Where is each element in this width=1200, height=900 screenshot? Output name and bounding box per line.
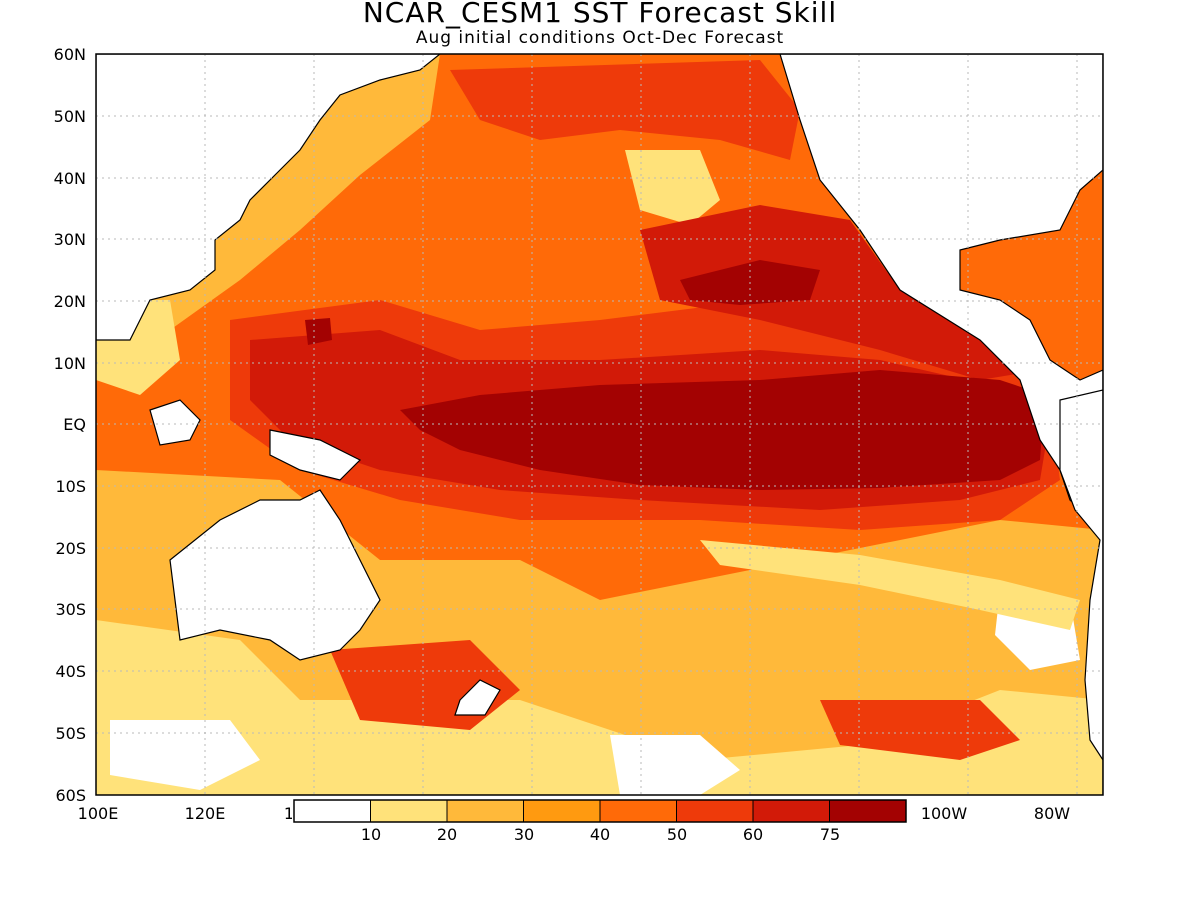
- skill-contours: [96, 54, 1103, 795]
- colorbar-label: 75: [820, 825, 840, 844]
- colorbar-box: [599, 799, 677, 823]
- colorbar-box: [523, 799, 601, 823]
- map-subtitle: Aug initial conditions Oct-Dec Forecast: [415, 28, 785, 48]
- colorbar-box: [829, 799, 907, 823]
- colorbar-label: 60: [743, 825, 763, 844]
- colorbar-frame: [293, 799, 907, 823]
- lon-label: 120E: [185, 804, 226, 823]
- lat-label: 30N: [54, 230, 86, 249]
- contour-zone-north-red: [450, 60, 800, 160]
- lon-label: 80W: [1034, 804, 1070, 823]
- colorbar-box: [752, 799, 830, 823]
- colorbar-boxes: [293, 799, 907, 823]
- borneo-land: [149, 399, 201, 446]
- lon-label: 100E: [78, 804, 119, 823]
- contour-zone-south-red2: [820, 700, 1020, 760]
- new-zealand-land: [454, 679, 501, 716]
- colorbar-label: 30: [514, 825, 534, 844]
- lat-label: 20N: [54, 292, 86, 311]
- colorbar-label: 20: [437, 825, 457, 844]
- lat-label: 20S: [55, 539, 86, 558]
- colorbar-box: [293, 799, 371, 823]
- colorbar-label: 40: [590, 825, 610, 844]
- lat-label: 50N: [54, 107, 86, 126]
- lat-label: 10S: [55, 477, 86, 496]
- contour-zone-south-light: [96, 620, 1103, 795]
- colorbar-label: 10: [361, 825, 381, 844]
- map-title: NCAR_CESM1 SST Forecast Skill: [362, 0, 838, 29]
- contour-zone-equatorial-core: [400, 370, 1045, 490]
- asia-land: [96, 54, 441, 341]
- lat-label: 40S: [55, 662, 86, 681]
- lat-label: 50S: [55, 724, 86, 743]
- lat-label: 40N: [54, 169, 86, 188]
- lat-label: 30S: [55, 600, 86, 619]
- new-guinea-land: [269, 429, 362, 481]
- lon-label: 100W: [921, 804, 968, 823]
- colorbar: 10 20 30 40 50 60 75: [292, 799, 909, 844]
- lat-label: 10N: [54, 354, 86, 373]
- contour-zone-n-light: [625, 150, 720, 225]
- lon-labels: 100E 120E 1 100W 80W: [78, 804, 1071, 823]
- map-frame: [95, 53, 1104, 796]
- australia-land: [169, 489, 381, 661]
- colorbar-box: [370, 799, 448, 823]
- contour-zone-south-white2: [610, 735, 740, 795]
- contour-zone-north-dark: [640, 205, 1040, 380]
- colorbar-box: [676, 799, 754, 823]
- lat-label: EQ: [63, 415, 86, 434]
- south-america-land: [1059, 389, 1103, 762]
- contour-zone-se-band: [700, 540, 1080, 630]
- lon-label: 1: [284, 804, 294, 823]
- lat-label: 60N: [54, 45, 86, 64]
- colorbar-label: 50: [667, 825, 687, 844]
- colorbar-box: [446, 799, 524, 823]
- lat-label: 60S: [55, 786, 86, 805]
- contour-zone-west-core: [305, 318, 332, 345]
- lat-labels: 60N 50N 40N 30N 20N 10N EQ 10S 20S 30S 4…: [54, 45, 86, 805]
- contour-zone-south-white1: [110, 720, 260, 790]
- colorbar-labels: 10 20 30 40 50 60 75: [361, 825, 840, 844]
